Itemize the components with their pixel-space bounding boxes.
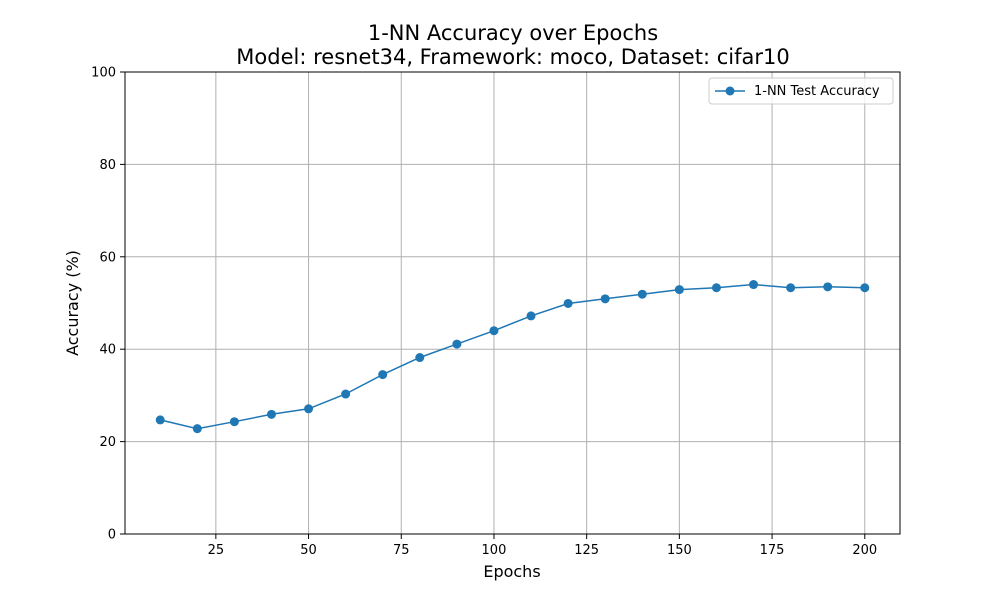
y-tick-label: 40 bbox=[99, 343, 116, 358]
x-tick-label: 25 bbox=[208, 543, 225, 558]
x-tick-label: 100 bbox=[482, 543, 507, 558]
data-point bbox=[192, 424, 202, 434]
plot-frame bbox=[124, 71, 901, 535]
data-point bbox=[674, 285, 684, 295]
x-tick-label: 75 bbox=[393, 543, 410, 558]
data-point bbox=[155, 415, 165, 425]
data-point bbox=[415, 353, 425, 363]
data-point bbox=[637, 289, 647, 299]
data-point bbox=[266, 409, 276, 419]
data-point bbox=[563, 298, 573, 308]
data-point bbox=[341, 389, 351, 399]
series-layer bbox=[155, 280, 870, 434]
legend-label: 1-NN Test Accuracy bbox=[754, 84, 880, 99]
data-point bbox=[452, 339, 462, 349]
legend: 1-NN Test Accuracy bbox=[708, 77, 894, 105]
data-point bbox=[860, 283, 870, 293]
x-tick-label: 125 bbox=[574, 543, 599, 558]
x-tick-label: 175 bbox=[760, 543, 785, 558]
data-point bbox=[378, 370, 388, 380]
y-tick-label: 100 bbox=[91, 66, 116, 81]
chart-subtitle: Model: resnet34, Framework: moco, Datase… bbox=[236, 45, 789, 69]
data-point bbox=[526, 311, 536, 321]
x-axis-label: Epochs bbox=[483, 562, 540, 581]
data-point bbox=[823, 282, 833, 292]
legend-marker bbox=[725, 86, 735, 96]
series-line bbox=[160, 283, 865, 430]
grid bbox=[125, 71, 900, 535]
data-point bbox=[711, 283, 721, 293]
y-axis-label: Accuracy (%) bbox=[63, 250, 82, 356]
x-tick-label: 150 bbox=[667, 543, 692, 558]
y-tick-label: 0 bbox=[108, 528, 116, 543]
y-tick-label: 60 bbox=[99, 250, 116, 265]
x-tick-label: 200 bbox=[852, 543, 877, 558]
data-point bbox=[786, 283, 796, 293]
x-tick-label: 50 bbox=[300, 543, 317, 558]
data-point bbox=[489, 326, 499, 336]
chart-title: 1-NN Accuracy over Epochs bbox=[368, 21, 658, 45]
data-point bbox=[304, 404, 314, 414]
data-point bbox=[229, 417, 239, 427]
axis-ticks: 25 50 75 100 125 150 175 200 0 20 40 60 80 100 bbox=[91, 66, 877, 559]
data-point bbox=[749, 280, 759, 290]
data-point bbox=[600, 294, 610, 304]
legend-box bbox=[708, 77, 894, 105]
y-tick-label: 20 bbox=[99, 435, 116, 450]
y-tick-label: 80 bbox=[99, 158, 116, 173]
